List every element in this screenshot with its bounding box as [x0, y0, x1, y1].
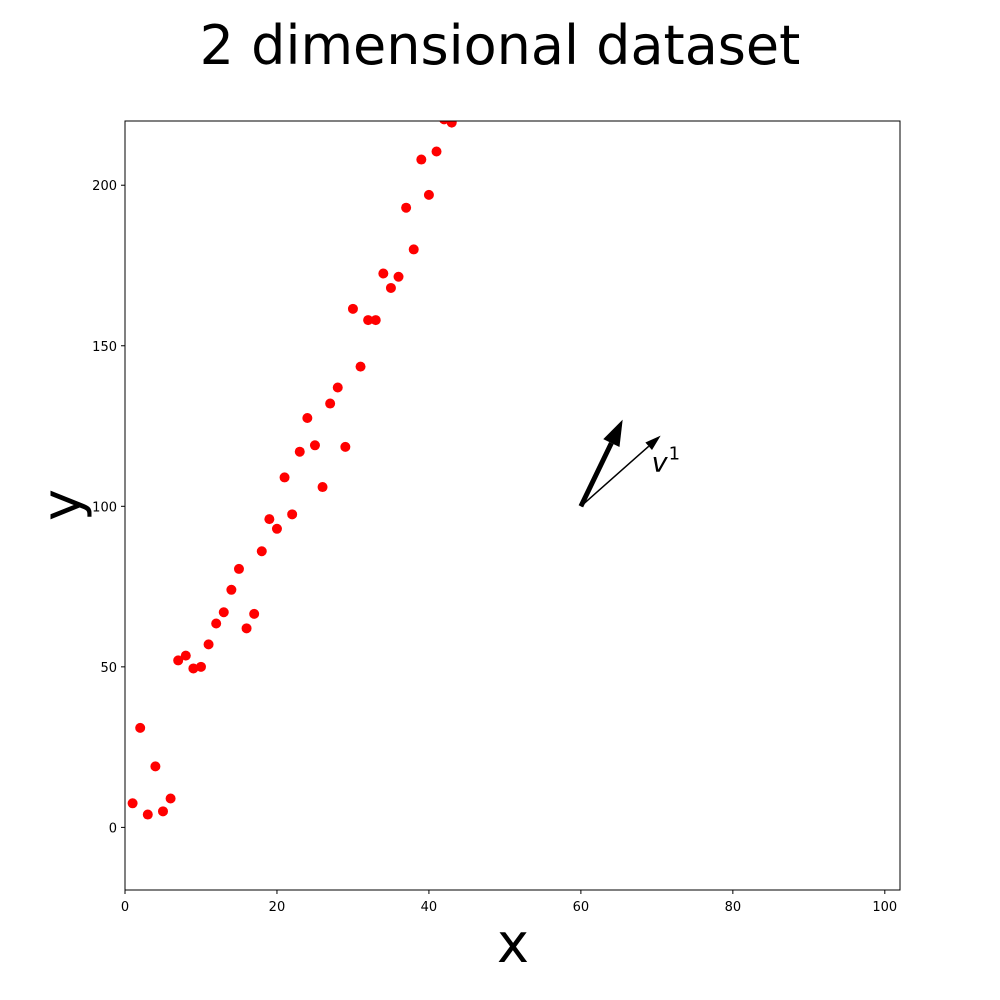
data-point [325, 398, 336, 409]
thick-arrow-shaft [578, 441, 614, 508]
axis-ticks: 0 20 40 60 80 100 0 50 100 150 200 [92, 179, 897, 915]
x-tick-label: 60 [573, 900, 590, 915]
data-point [378, 268, 389, 279]
thin-arrow-shaft [580, 445, 650, 507]
thin-arrow-head [645, 435, 661, 451]
data-point [317, 482, 328, 493]
data-point [393, 271, 404, 282]
data-point [370, 315, 381, 326]
axes-frame [124, 120, 901, 891]
data-point [233, 563, 244, 574]
data-point [249, 608, 260, 619]
data-point [211, 618, 222, 629]
data-point [431, 146, 442, 157]
data-point [347, 303, 358, 314]
data-point [271, 523, 282, 534]
data-point [127, 798, 138, 809]
chart-title: 2 dimensional dataset [200, 14, 801, 77]
y-axis-label: y [30, 489, 93, 521]
annotation-label: v [652, 448, 669, 479]
data-point [256, 546, 267, 557]
x-tick-label: 100 [872, 900, 897, 915]
data-point [142, 809, 153, 820]
x-tick-label: 40 [421, 900, 438, 915]
data-point [195, 661, 206, 672]
data-point [226, 584, 237, 595]
data-point [294, 446, 305, 457]
data-point [446, 121, 457, 128]
data-point [408, 244, 419, 255]
data-point [332, 382, 343, 393]
data-point [340, 441, 351, 452]
data-point [188, 663, 199, 674]
x-axis-label: x [497, 912, 529, 975]
data-point [150, 761, 161, 772]
data-point [309, 440, 320, 451]
data-point [173, 655, 184, 666]
annotation-superscript: 1 [669, 444, 680, 465]
data-point [165, 793, 176, 804]
y-tick-label: 150 [92, 340, 117, 355]
thick-arrow-head [603, 419, 623, 447]
data-point [135, 722, 146, 733]
data-point [264, 514, 275, 525]
data-point [218, 607, 229, 618]
x-tick-label: 0 [121, 900, 129, 915]
data-point [423, 189, 434, 200]
data-point [203, 639, 214, 650]
data-point [180, 650, 191, 661]
data-point [385, 282, 396, 293]
data-point [439, 121, 449, 125]
data-point [401, 202, 412, 213]
data-point [241, 623, 252, 634]
y-tick-label: 200 [92, 179, 117, 194]
y-tick-label: 100 [92, 500, 117, 515]
data-point [157, 806, 168, 817]
data-point [416, 154, 427, 165]
x-tick-label: 20 [269, 900, 286, 915]
data-point [287, 509, 298, 520]
x-tick-label: 80 [725, 900, 742, 915]
data-point [302, 413, 313, 424]
data-point [355, 361, 366, 372]
data-point [279, 472, 290, 483]
plot-area [127, 121, 457, 820]
y-tick-label: 0 [109, 821, 117, 836]
y-tick-label: 50 [100, 661, 117, 676]
data-point [363, 315, 374, 326]
